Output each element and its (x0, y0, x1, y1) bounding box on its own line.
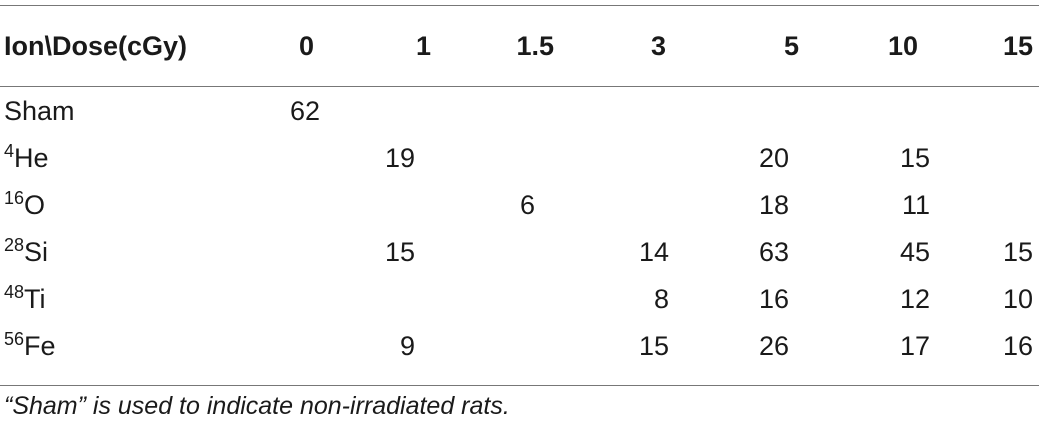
table-cell: 16 (1002, 331, 1033, 361)
ion-name: Si (24, 237, 49, 267)
table-cell (343, 276, 460, 323)
table-cell: 8 (653, 284, 669, 314)
table-cell (246, 229, 343, 276)
table-cell (581, 135, 701, 182)
table-cell: 26 (758, 331, 789, 361)
table-cell (246, 323, 343, 370)
table-top-rule (0, 5, 1039, 6)
table-cell: 12 (899, 284, 930, 314)
table-cell: 15 (899, 143, 930, 173)
table-cell: 15 (638, 331, 669, 361)
header-dose-5: 5 (783, 30, 799, 61)
mass-number: 4 (4, 141, 15, 161)
table-cell (938, 135, 1039, 182)
ion-label: Sham (0, 88, 246, 135)
header-spacer (0, 70, 1039, 88)
table-row: 16O 6 18 11 (0, 182, 1039, 229)
table-cell: 15 (1002, 237, 1033, 267)
table-row: 56Fe 9 15 26 17 16 (0, 323, 1039, 370)
table-cell: 20 (758, 143, 789, 173)
table-cell: 14 (638, 237, 669, 267)
ion-name: Sham (4, 96, 75, 126)
header-dose-1: 1 (415, 30, 431, 61)
header-dose-3: 3 (650, 30, 666, 61)
table-row: Sham 62 (0, 88, 1039, 135)
mass-number: 16 (4, 188, 25, 208)
ion-label: 4He (0, 135, 246, 182)
table-row: 4He 19 20 15 (0, 135, 1039, 182)
table-cell: 18 (758, 190, 789, 220)
table-cell (460, 323, 581, 370)
header-row: Ion\Dose(cGy) 0 1 1.5 3 5 10 15 (0, 22, 1039, 70)
table-cell (460, 135, 581, 182)
table-row: 48Ti 8 16 12 10 (0, 276, 1039, 323)
table-cell: 11 (901, 190, 930, 220)
header-ion-dose: Ion\Dose(cGy) (4, 30, 188, 61)
table-cell (246, 182, 343, 229)
table-cell (343, 182, 460, 229)
table-header-rule (0, 86, 1039, 87)
table-cell (938, 88, 1039, 135)
dose-table: Ion\Dose(cGy) 0 1 1.5 3 5 10 15 Sham 62 … (0, 22, 1039, 370)
ion-name: O (24, 190, 46, 220)
table-cell (581, 182, 701, 229)
table-cell: 17 (899, 331, 930, 361)
table-cell: 15 (384, 237, 415, 267)
table-cell (246, 276, 343, 323)
table-cell (460, 276, 581, 323)
mass-number: 48 (4, 282, 25, 302)
table-cell: 10 (1002, 284, 1033, 314)
table-footnote: “Sham” is used to indicate non-irradiate… (4, 392, 510, 420)
header-dose-10: 10 (887, 30, 918, 61)
table-cell: 63 (758, 237, 789, 267)
ion-label: 16O (0, 182, 246, 229)
table-cell (246, 135, 343, 182)
table-cell (581, 88, 701, 135)
table-cell: 16 (758, 284, 789, 314)
table-cell: 19 (384, 143, 415, 173)
table-cell: 45 (899, 237, 930, 267)
table-cell: 62 (290, 96, 321, 126)
ion-label: 48Ti (0, 276, 246, 323)
ion-name: Fe (24, 331, 56, 361)
header-dose-1-5: 1.5 (516, 30, 554, 61)
table-cell (701, 88, 821, 135)
ion-label: 56Fe (0, 323, 246, 370)
table-cell (821, 88, 938, 135)
table-row: 28Si 15 14 63 45 15 (0, 229, 1039, 276)
table-cell (460, 229, 581, 276)
ion-name: He (14, 143, 49, 173)
mass-number: 28 (4, 235, 25, 255)
table-cell (938, 182, 1039, 229)
ion-label: 28Si (0, 229, 246, 276)
table-cell: 9 (399, 331, 415, 361)
header-dose-15: 15 (1002, 30, 1033, 61)
table-bottom-rule (0, 385, 1039, 386)
header-dose-0: 0 (298, 30, 314, 61)
mass-number: 56 (4, 329, 25, 349)
table-cell (460, 88, 581, 135)
ion-name: Ti (24, 284, 46, 314)
table-cell: 6 (519, 190, 535, 220)
table-cell (343, 88, 460, 135)
